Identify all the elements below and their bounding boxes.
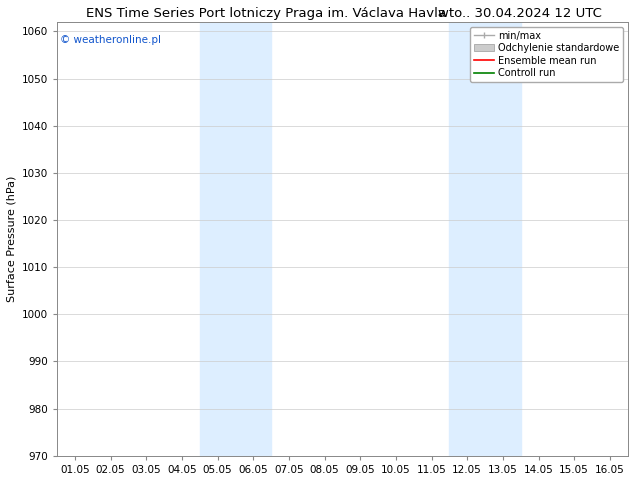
Text: © weatheronline.pl: © weatheronline.pl xyxy=(60,35,161,45)
Text: ENS Time Series Port lotniczy Praga im. Václava Havla: ENS Time Series Port lotniczy Praga im. … xyxy=(86,7,446,21)
Y-axis label: Surface Pressure (hPa): Surface Pressure (hPa) xyxy=(6,176,16,302)
Bar xyxy=(200,22,271,456)
Text: wto.. 30.04.2024 12 UTC: wto.. 30.04.2024 12 UTC xyxy=(438,7,602,21)
Bar xyxy=(450,22,521,456)
Legend: min/max, Odchylenie standardowe, Ensemble mean run, Controll run: min/max, Odchylenie standardowe, Ensembl… xyxy=(470,27,623,82)
